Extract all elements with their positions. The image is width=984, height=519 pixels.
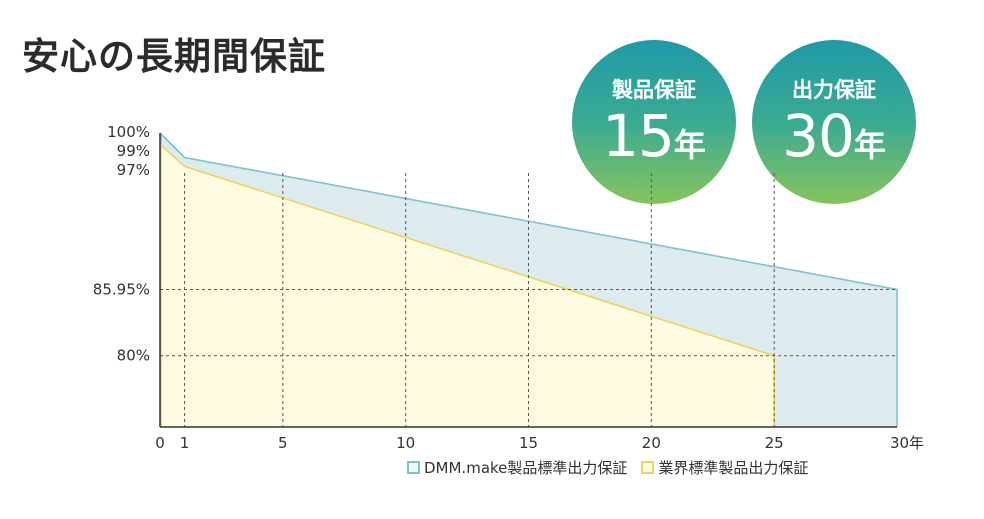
legend-swatch-industry xyxy=(641,461,655,474)
output-warranty-years: 30 xyxy=(782,102,855,170)
product-warranty-label: 製品保証 xyxy=(612,78,696,102)
product-warranty-unit: 年 xyxy=(673,126,706,164)
series-line-0 xyxy=(159,132,898,427)
product-warranty-value: 15年 xyxy=(572,102,736,170)
y-tick-label: 100% xyxy=(107,123,150,141)
output-warranty-badge: 出力保証 30年 xyxy=(752,40,916,204)
chart-legend: DMM.make製品標準出力保証 業界標準製品出力保証 xyxy=(407,457,822,478)
x-tick-label: 25 xyxy=(765,434,784,452)
y-tick-label: 97% xyxy=(117,161,150,179)
product-warranty-years: 15 xyxy=(602,102,675,170)
x-tick-label: 20 xyxy=(642,434,661,452)
output-warranty-label: 出力保証 xyxy=(792,78,876,102)
x-tick-label: 1 xyxy=(180,434,190,452)
product-warranty-badge: 製品保証 15年 xyxy=(572,40,736,204)
series-area-1 xyxy=(160,144,775,428)
legend-item-dmm: DMM.make製品標準出力保証 xyxy=(407,457,627,478)
output-warranty-value: 30年 xyxy=(752,102,916,170)
x-tick-label: 30年 xyxy=(890,434,924,452)
page-title: 安心の長期間保証 xyxy=(22,35,326,78)
legend-label-industry: 業界標準製品出力保証 xyxy=(658,459,809,477)
x-tick-label: 15 xyxy=(519,434,538,452)
legend-item-industry: 業界標準製品出力保証 xyxy=(641,457,808,478)
x-tick-label: 0 xyxy=(155,434,165,452)
output-warranty-unit: 年 xyxy=(853,126,886,164)
legend-swatch-dmm xyxy=(407,461,420,474)
y-tick-label: 85.95% xyxy=(93,280,150,298)
x-tick-label: 5 xyxy=(278,434,288,452)
legend-label-dmm: DMM.make製品標準出力保証 xyxy=(424,459,628,477)
y-tick-label: 80% xyxy=(117,347,150,365)
y-tick-label: 99% xyxy=(117,142,150,160)
x-tick-label: 10 xyxy=(396,434,415,452)
